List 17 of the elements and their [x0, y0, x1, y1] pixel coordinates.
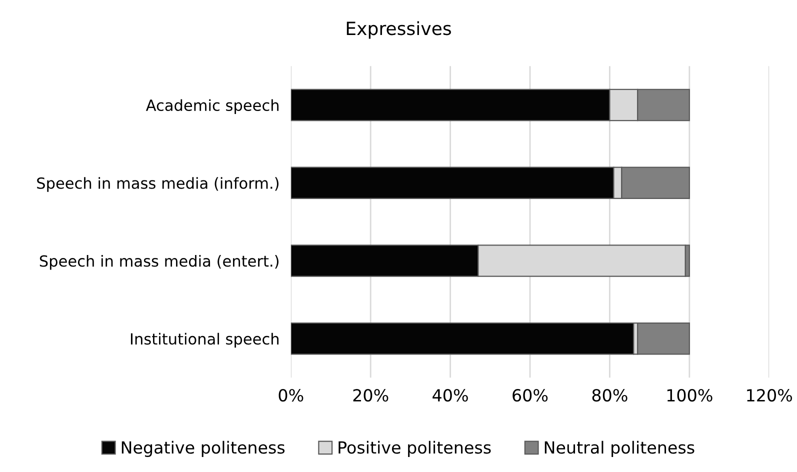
- x-tick-label: 120%: [747, 389, 792, 402]
- x-tick-label: 40%: [432, 389, 468, 402]
- x-tick-label: 20%: [353, 389, 388, 402]
- y-tick-label: Speech in mass media (entert.): [40, 254, 278, 270]
- bar: [637, 322, 690, 355]
- y-tick-label: Speech in mass media (inform.): [37, 177, 278, 192]
- legend-label: Positive politeness: [338, 440, 491, 457]
- x-tick-label: 60%: [512, 389, 548, 402]
- y-tick-label: Institutional speech: [130, 332, 278, 348]
- y-tick-label: Academic speech: [146, 99, 278, 114]
- x-tick-label: 80%: [592, 389, 628, 402]
- chart-title: Expressives: [346, 21, 451, 39]
- bar: [290, 322, 634, 355]
- x-tick-label: 0%: [278, 389, 304, 402]
- legend-label: Negative politeness: [122, 440, 285, 457]
- x-tick-label: 100%: [667, 389, 712, 402]
- legend-label: Neutral politeness: [544, 440, 694, 457]
